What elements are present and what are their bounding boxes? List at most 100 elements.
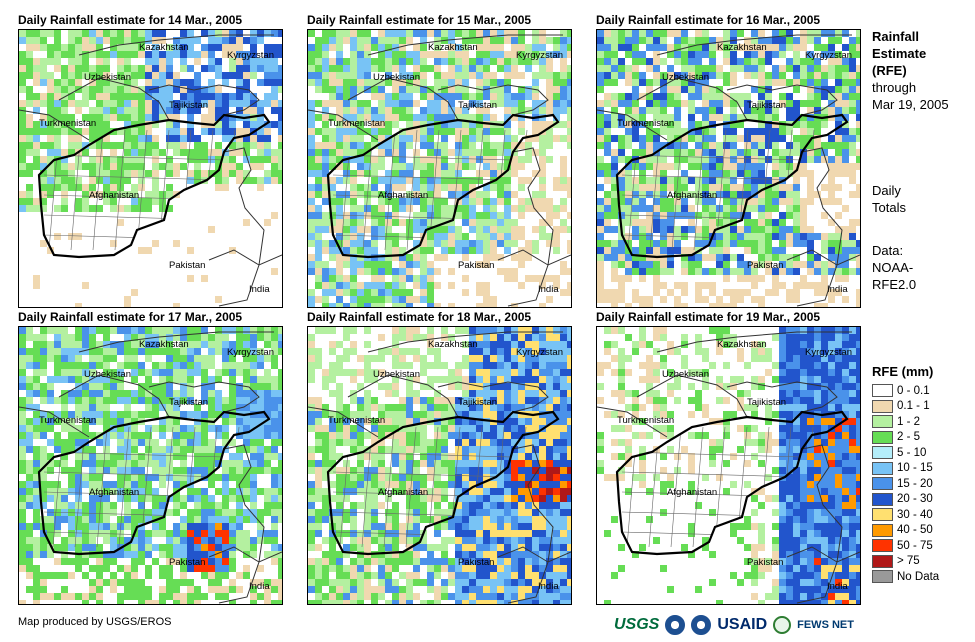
legend-item: 0.1 - 1 [872, 399, 939, 415]
data-source: Data: NOAA- RFE2.0 [872, 242, 916, 293]
legend-label: 5 - 10 [897, 446, 927, 459]
map-label-afghanistan: Afghanistan [378, 487, 429, 498]
map-canvas [308, 30, 571, 307]
map-credit: Map produced by USGS/EROS [18, 616, 172, 628]
sidebar-title: Rainfall Estimate (RFE) through Mar 19, … [872, 28, 949, 113]
logos: USGS USAID FEWS NET [614, 612, 854, 638]
map-label-kazakhstan: Kazakhstan [139, 42, 189, 53]
panel-title: Daily Rainfall estimate for 16 Mar., 200… [596, 13, 821, 27]
legend-swatch [872, 384, 893, 398]
usaid-logo: USAID [717, 616, 768, 633]
map-label-pakistan: Pakistan [458, 260, 495, 271]
data-source-line: NOAA- [872, 260, 914, 275]
legend-item: 1 - 2 [872, 414, 939, 430]
map-label-india: India [538, 284, 559, 295]
legend-label: 0 - 0.1 [897, 384, 930, 397]
map-label-india: India [249, 581, 270, 592]
legend-item: 15 - 20 [872, 476, 939, 492]
map-label-india: India [827, 581, 848, 592]
legend-label: 15 - 20 [897, 477, 933, 490]
map-label-afghanistan: Afghanistan [667, 190, 718, 201]
map-label-tajikistan: Tajikistan [747, 100, 787, 111]
map-canvas [19, 30, 282, 307]
fews-globe-icon [773, 616, 792, 634]
rainfall-map: Kazakhstan Kyrgyzstan Uzbekistan Tajikistan… [307, 29, 572, 308]
daily-totals: Daily Totals [872, 182, 906, 216]
legend-label: 2 - 5 [897, 431, 921, 444]
rainfall-map: Kazakhstan Kyrgyzstan Uzbekistan Tajikistan… [18, 29, 283, 308]
map-label-afghanistan: Afghanistan [89, 190, 140, 201]
map-label-afghanistan: Afghanistan [667, 487, 718, 498]
legend-swatch [872, 539, 893, 553]
fews-net-logo: FEWS NET [797, 619, 854, 631]
rainfall-map: Kazakhstan Kyrgyzstan Uzbekistan Tajikistan… [596, 29, 861, 308]
map-label-uzbekistan: Uzbekistan [84, 72, 131, 83]
map-canvas [597, 30, 860, 307]
map-label-afghanistan: Afghanistan [89, 487, 140, 498]
legend-item: 30 - 40 [872, 507, 939, 523]
legend-label: > 75 [897, 555, 920, 568]
map-label-turkmenistan: Turkmenistan [39, 118, 97, 129]
map-label-india: India [249, 284, 270, 295]
legend-label: 30 - 40 [897, 508, 933, 521]
panel-title: Daily Rainfall estimate for 18 Mar., 200… [307, 310, 532, 324]
map-canvas [308, 327, 571, 604]
legend-item: 0 - 0.1 [872, 383, 939, 399]
legend-item: > 75 [872, 554, 939, 570]
legend-label: 0.1 - 1 [897, 400, 930, 413]
map-label-turkmenistan: Turkmenistan [328, 118, 386, 129]
map-label-kazakhstan: Kazakhstan [717, 42, 767, 53]
map-label-uzbekistan: Uzbekistan [662, 369, 709, 380]
map-label-tajikistan: Tajikistan [747, 397, 787, 408]
sidebar-title-line: (RFE) [872, 63, 907, 78]
legend-swatch [872, 492, 893, 506]
doc-seal-icon [691, 615, 712, 635]
legend-swatch [872, 523, 893, 537]
rainfall-map: Kazakhstan Kyrgyzstan Uzbekistan Tajikistan… [307, 326, 572, 605]
legend-swatch [872, 554, 893, 568]
legend-swatch [872, 477, 893, 491]
legend-item: 2 - 5 [872, 430, 939, 446]
map-label-pakistan: Pakistan [747, 260, 784, 271]
map-label-kyrgyzstan: Kyrgyzstan [516, 347, 563, 358]
legend-title: RFE (mm) [872, 364, 934, 379]
through-date: Mar 19, 2005 [872, 97, 949, 112]
daily-line: Totals [872, 200, 906, 215]
map-label-india: India [827, 284, 848, 295]
panel-title: Daily Rainfall estimate for 14 Mar., 200… [18, 13, 243, 27]
daily-line: Daily [872, 183, 901, 198]
rainfall-map: Kazakhstan Kyrgyzstan Uzbekistan Tajikistan… [596, 326, 861, 605]
legend-label: 1 - 2 [897, 415, 921, 428]
map-label-uzbekistan: Uzbekistan [84, 369, 131, 380]
legend-label: No Data [897, 570, 940, 583]
legend-swatch [872, 508, 893, 522]
usgs-logo: USGS [614, 616, 660, 633]
panel-title: Daily Rainfall estimate for 17 Mar., 200… [18, 310, 243, 324]
map-label-tajikistan: Tajikistan [458, 100, 498, 111]
legend-item: 20 - 30 [872, 492, 939, 508]
legend-item: 50 - 75 [872, 538, 939, 554]
map-label-tajikistan: Tajikistan [169, 100, 209, 111]
legend-item: No Data [872, 569, 939, 585]
legend-label: 50 - 75 [897, 539, 933, 552]
map-label-turkmenistan: Turkmenistan [39, 415, 97, 426]
legend: RFE (mm) 0 - 0.1 0.1 - 1 1 - 2 2 - 5 5 - 10 1… [872, 364, 939, 585]
data-source-line: RFE2.0 [872, 277, 917, 292]
sidebar-title-line: Estimate [872, 46, 927, 61]
map-label-kazakhstan: Kazakhstan [717, 339, 767, 350]
map-label-india: India [538, 581, 559, 592]
map-label-uzbekistan: Uzbekistan [373, 369, 420, 380]
map-label-turkmenistan: Turkmenistan [617, 415, 675, 426]
map-label-kyrgyzstan: Kyrgyzstan [516, 50, 563, 61]
map-label-uzbekistan: Uzbekistan [373, 72, 420, 83]
map-canvas [597, 327, 860, 604]
map-label-pakistan: Pakistan [169, 557, 206, 568]
map-label-pakistan: Pakistan [458, 557, 495, 568]
map-label-kazakhstan: Kazakhstan [428, 42, 478, 53]
map-label-tajikistan: Tajikistan [169, 397, 209, 408]
rainfall-map: Kazakhstan Kyrgyzstan Uzbekistan Tajikistan… [18, 326, 283, 605]
through-label: through [872, 80, 917, 95]
panel-title: Daily Rainfall estimate for 15 Mar., 200… [307, 13, 532, 27]
map-label-kyrgyzstan: Kyrgyzstan [227, 50, 274, 61]
map-label-kazakhstan: Kazakhstan [428, 339, 478, 350]
